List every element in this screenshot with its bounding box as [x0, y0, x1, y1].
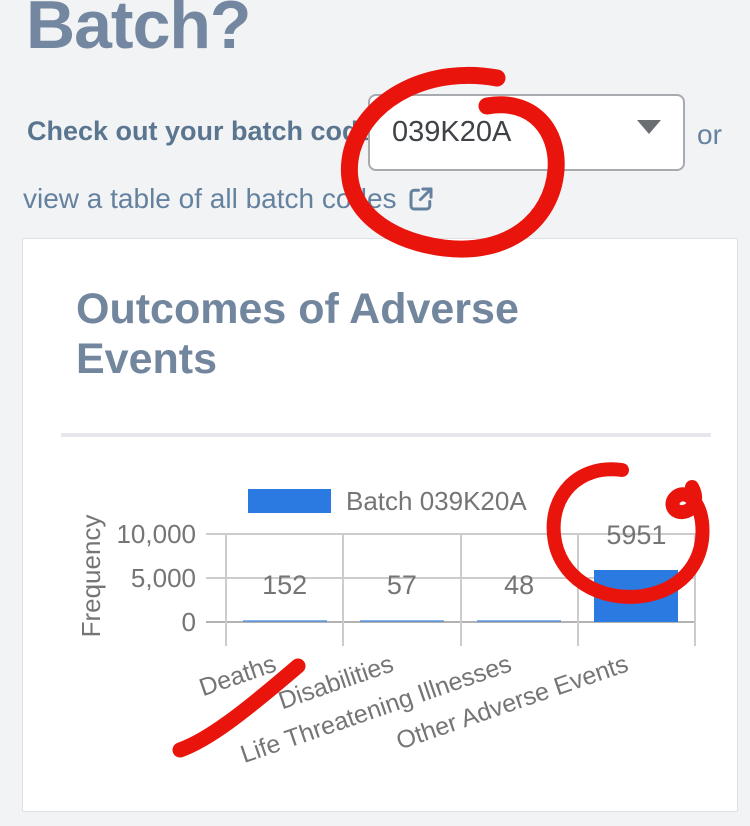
batch-code-selected-value: 039K20A	[392, 116, 512, 148]
chart-card: Outcomes of Adverse Events Batch 039K20A…	[22, 238, 738, 812]
column-separator	[460, 533, 462, 646]
plot-left-edge	[225, 533, 227, 646]
value-label: 152	[262, 570, 308, 600]
or-label: or	[697, 119, 722, 150]
value-label: 48	[504, 570, 535, 600]
title-divider	[61, 433, 711, 437]
y-tick-0: 0	[181, 607, 196, 637]
bar-disabilities[interactable]	[359, 620, 444, 622]
chart-title: Outcomes of Adverse Events	[76, 285, 519, 383]
batch-codes-table-link-text: view a table of all batch codes	[23, 183, 397, 214]
column-separator	[342, 533, 344, 646]
external-link-icon	[409, 187, 433, 211]
y-tick-10000: 10,000	[116, 519, 196, 549]
legend-color-swatch	[248, 489, 331, 513]
batch-code-select[interactable]: 039K20A	[368, 94, 685, 171]
bar-life-threatening-illnesses[interactable]	[477, 620, 562, 622]
chevron-down-icon	[637, 120, 661, 134]
batch-codes-table-link[interactable]: view a table of all batch codes	[23, 183, 436, 215]
batch-code-prompt: Check out your batch code	[27, 116, 374, 146]
gridline-5000	[206, 577, 695, 579]
page-title: Batch?	[26, 0, 251, 63]
y-tick-5000: 5,000	[130, 563, 196, 593]
x-axis-label: Deaths	[196, 649, 281, 703]
bar-other-adverse-events[interactable]	[594, 570, 679, 622]
value-label: 5951	[606, 520, 667, 550]
value-label: 57	[386, 570, 417, 600]
legend-series-label: Batch 039K20A	[346, 486, 527, 516]
gridline-10000	[206, 533, 695, 535]
axis-baseline	[206, 621, 695, 623]
bar-deaths[interactable]	[242, 620, 327, 622]
